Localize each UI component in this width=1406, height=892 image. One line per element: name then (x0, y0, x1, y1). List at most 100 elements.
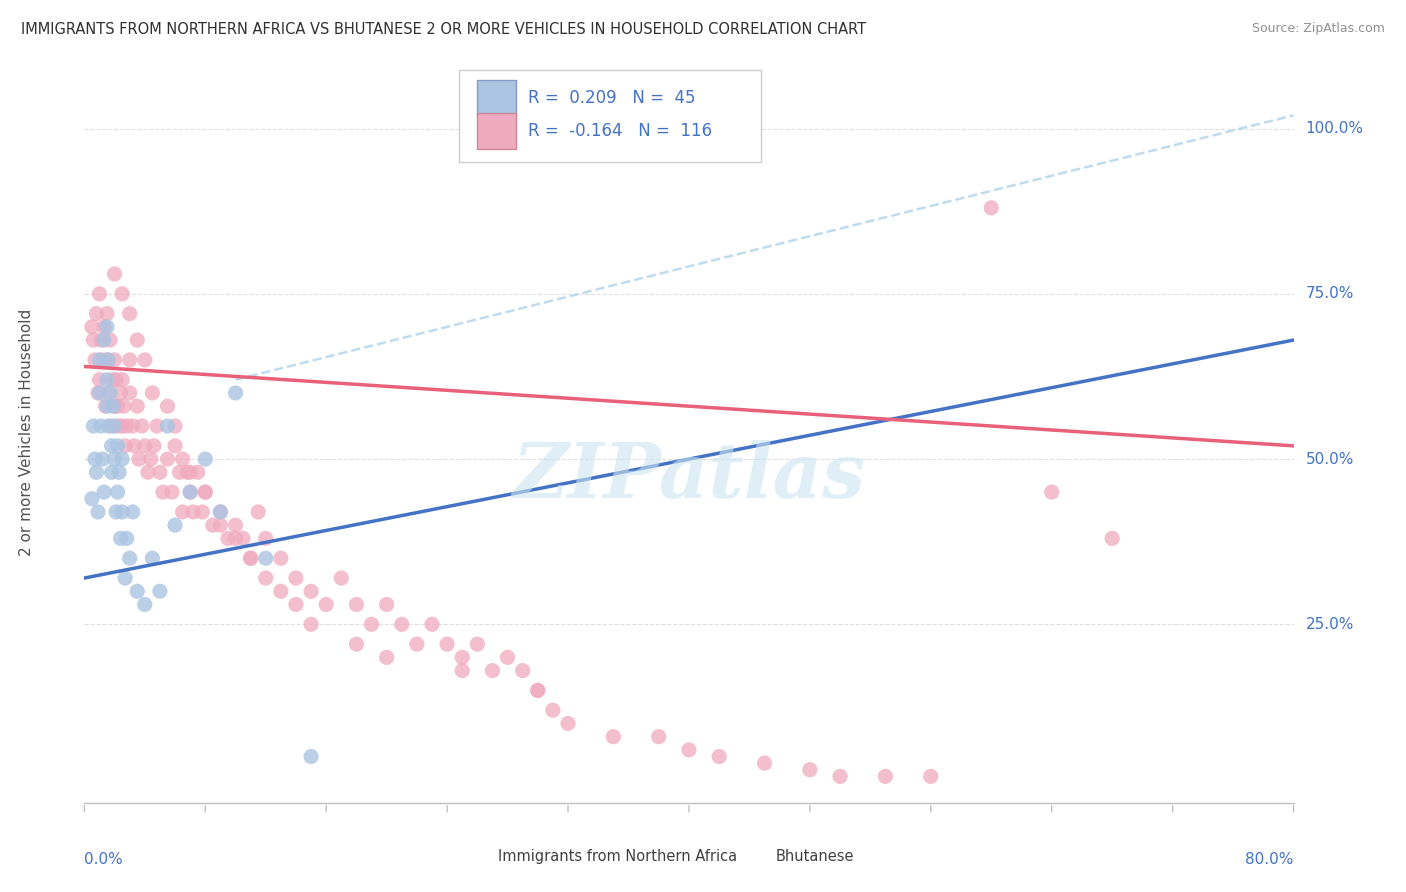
Point (165, 419, 187, 434)
Point (96, 373, 118, 387)
Point (481, 664, 503, 678)
Point (139, 452, 162, 467)
Point (512, 664, 534, 678)
Point (141, 386, 163, 401)
Point (496, 650, 519, 665)
Point (111, 452, 134, 467)
Point (146, 419, 169, 434)
Point (225, 518, 247, 533)
Point (118, 551, 141, 566)
Point (194, 485, 217, 500)
Point (105, 505, 128, 519)
Point (156, 419, 179, 434)
Point (134, 352, 156, 367)
Point (330, 571, 353, 585)
Point (84, 352, 107, 367)
Point (270, 551, 292, 566)
Point (187, 465, 209, 479)
Point (541, 703, 564, 717)
Point (181, 505, 204, 519)
Point (602, 730, 624, 744)
Point (96, 399, 118, 413)
Point (101, 373, 124, 387)
Point (101, 399, 124, 413)
Point (84, 452, 107, 467)
Point (131, 419, 153, 434)
Point (254, 532, 277, 546)
Point (149, 584, 172, 599)
Text: R =  -0.164   N =  116: R = -0.164 N = 116 (529, 122, 713, 140)
Point (160, 485, 183, 500)
Point (346, 598, 368, 612)
Point (254, 551, 277, 566)
Point (285, 571, 308, 585)
Point (209, 518, 232, 533)
Point (122, 439, 145, 453)
Text: Source: ZipAtlas.com: Source: ZipAtlas.com (1251, 22, 1385, 36)
Point (118, 307, 141, 321)
Point (89, 352, 111, 367)
Point (86, 307, 108, 321)
Point (467, 637, 489, 651)
Point (127, 399, 149, 413)
Point (527, 683, 550, 698)
Point (360, 617, 382, 632)
Point (104, 452, 127, 467)
Point (127, 333, 149, 347)
Point (104, 352, 127, 367)
Point (209, 505, 232, 519)
Point (391, 617, 413, 632)
Point (98, 386, 121, 401)
Text: R =  0.209   N =  45: R = 0.209 N = 45 (529, 89, 696, 107)
Point (191, 505, 214, 519)
Point (111, 373, 134, 387)
Text: 0.0%: 0.0% (84, 853, 124, 867)
Point (90, 419, 112, 434)
Point (179, 485, 201, 500)
Point (254, 571, 277, 585)
Point (91, 352, 114, 367)
Point (225, 386, 247, 401)
Point (169, 465, 191, 479)
Point (111, 286, 134, 301)
Text: 2 or more Vehicles in Household: 2 or more Vehicles in Household (18, 309, 34, 557)
Text: Immigrants from Northern Africa: Immigrants from Northern Africa (498, 848, 737, 863)
Point (648, 730, 671, 744)
Point (209, 505, 232, 519)
Point (141, 551, 163, 566)
Point (100, 439, 122, 453)
Point (80, 491, 103, 506)
Point (80, 319, 103, 334)
Point (527, 683, 550, 698)
Point (104, 419, 127, 434)
Point (194, 485, 217, 500)
Point (176, 465, 198, 479)
Point (94, 399, 117, 413)
Point (678, 743, 700, 757)
Point (875, 769, 897, 783)
Point (89, 373, 111, 387)
Point (89, 386, 111, 401)
Point (110, 386, 132, 401)
Point (239, 551, 262, 566)
Point (115, 419, 138, 434)
Point (89, 286, 111, 301)
Point (172, 505, 194, 519)
Point (299, 617, 322, 632)
Point (179, 485, 201, 500)
Point (96, 307, 118, 321)
Point (1040, 485, 1063, 500)
Point (299, 584, 322, 599)
Point (96, 319, 118, 334)
FancyBboxPatch shape (744, 844, 775, 874)
Point (149, 465, 172, 479)
Point (165, 439, 187, 453)
Point (799, 763, 821, 777)
Text: Bhutanese: Bhutanese (776, 848, 855, 863)
Point (451, 664, 474, 678)
Point (239, 551, 262, 566)
Point (93, 485, 115, 500)
Point (97, 386, 120, 401)
Point (172, 452, 194, 467)
Point (285, 598, 308, 612)
